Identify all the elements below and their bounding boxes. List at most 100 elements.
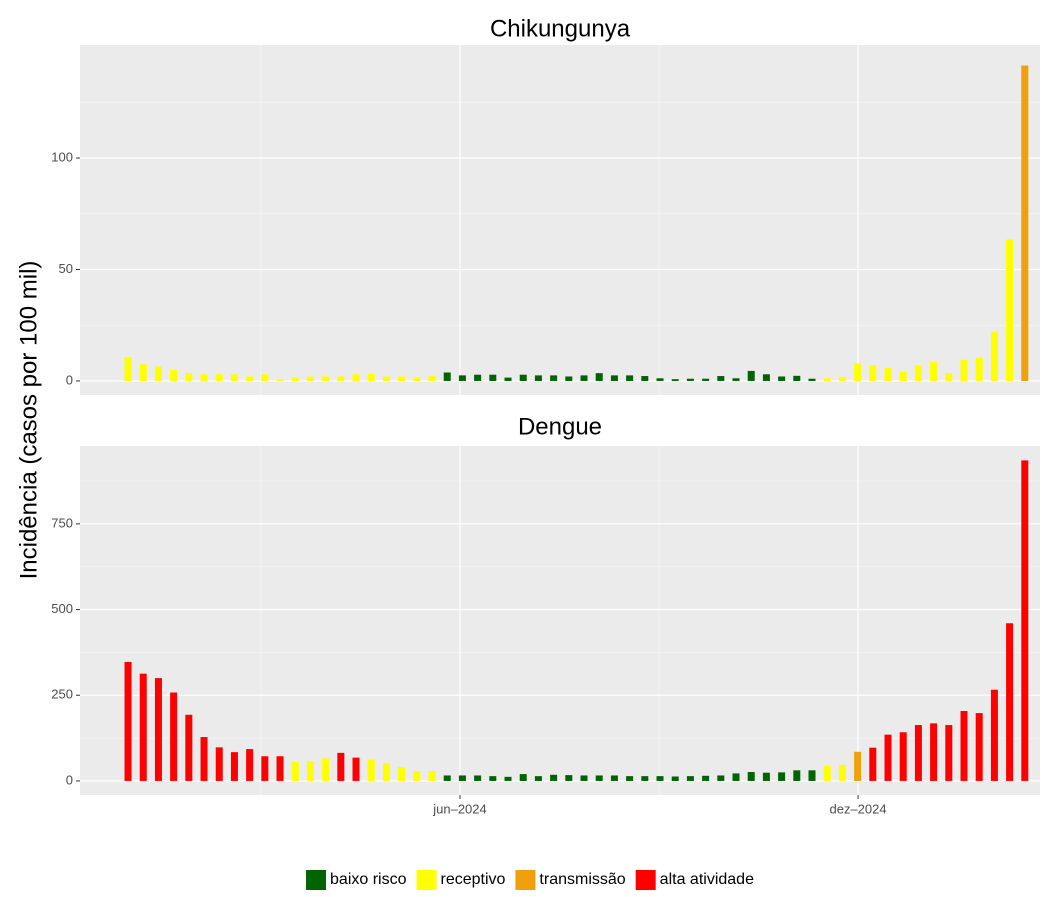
y-tick-label: 0 xyxy=(66,772,73,787)
bar xyxy=(154,678,162,781)
bar xyxy=(990,331,998,381)
bar xyxy=(489,776,497,781)
y-axis-title: Incidência (casos por 100 mil) xyxy=(15,261,42,580)
bar xyxy=(398,376,406,381)
bar xyxy=(778,376,786,381)
bar xyxy=(337,376,345,381)
bar xyxy=(246,749,254,781)
bar xyxy=(458,375,466,381)
bar xyxy=(1006,623,1014,781)
bar xyxy=(185,714,193,781)
bar xyxy=(641,376,649,381)
bar xyxy=(702,378,710,381)
bar xyxy=(808,770,816,781)
bar xyxy=(686,378,694,381)
bar xyxy=(215,374,223,381)
panel-title: Chikungunya xyxy=(490,15,631,42)
bar xyxy=(854,751,862,781)
bar xyxy=(945,725,953,781)
bar xyxy=(170,692,178,781)
bar xyxy=(230,752,238,781)
bar xyxy=(945,373,953,381)
legend-swatch xyxy=(416,870,437,890)
bar xyxy=(291,762,299,781)
bar xyxy=(793,770,801,781)
bar xyxy=(519,374,527,381)
bar xyxy=(671,379,679,381)
x-tick-label: jun–2024 xyxy=(432,801,487,816)
bar xyxy=(352,757,360,781)
x-tick-label: dez–2024 xyxy=(829,801,886,816)
bar xyxy=(702,775,710,781)
legend-label: alta atividade xyxy=(660,871,754,888)
y-tick-label: 100 xyxy=(51,149,73,164)
bar xyxy=(975,357,983,381)
panel-title: Dengue xyxy=(518,413,602,440)
bar xyxy=(854,363,862,381)
bar xyxy=(352,374,360,381)
bar xyxy=(124,356,132,381)
bar xyxy=(550,774,558,781)
bar xyxy=(170,369,178,381)
bar xyxy=(291,377,299,381)
bar xyxy=(261,756,269,781)
bar xyxy=(626,776,634,781)
bar xyxy=(914,725,922,781)
bar xyxy=(261,374,269,381)
bar xyxy=(1021,65,1029,381)
legend-swatch xyxy=(635,870,656,890)
bar xyxy=(276,756,284,781)
bar xyxy=(808,378,816,381)
bar xyxy=(990,689,998,781)
bar xyxy=(428,771,436,781)
bar xyxy=(534,375,542,381)
bar xyxy=(869,365,877,381)
bar xyxy=(656,378,664,381)
bar xyxy=(413,771,421,781)
legend-label: baixo risco xyxy=(330,871,407,888)
bar xyxy=(580,775,588,781)
bar xyxy=(656,776,664,781)
bar xyxy=(413,377,421,381)
bar xyxy=(595,373,603,381)
bar xyxy=(382,763,390,781)
bar xyxy=(823,378,831,381)
bar xyxy=(793,375,801,381)
bar xyxy=(671,776,679,781)
bar xyxy=(975,713,983,781)
bar xyxy=(230,374,238,381)
bar xyxy=(443,775,451,781)
bar xyxy=(519,774,527,781)
bar xyxy=(565,775,573,781)
bar xyxy=(276,379,284,381)
bar xyxy=(732,378,740,381)
bar xyxy=(914,365,922,381)
bar xyxy=(489,374,497,381)
bar xyxy=(428,376,436,381)
bar xyxy=(367,373,375,381)
bar xyxy=(200,374,208,381)
bar xyxy=(185,373,193,381)
bar xyxy=(930,362,938,381)
bar xyxy=(322,376,330,381)
bar xyxy=(747,370,755,381)
legend: baixo risco receptivo transmissão alta ativ… xyxy=(306,870,754,890)
bar xyxy=(960,711,968,781)
bar xyxy=(246,376,254,381)
bar xyxy=(215,747,223,781)
bar xyxy=(610,775,618,781)
bar xyxy=(626,375,634,381)
y-tick-label: 250 xyxy=(51,687,73,702)
bar xyxy=(762,374,770,381)
bar xyxy=(458,775,466,781)
bar xyxy=(382,376,390,381)
bar xyxy=(322,758,330,781)
panel-background xyxy=(80,45,1040,395)
bar xyxy=(899,732,907,781)
bar xyxy=(306,761,314,781)
bar xyxy=(306,376,314,381)
bar xyxy=(565,376,573,381)
bar xyxy=(884,368,892,381)
bar xyxy=(124,661,132,781)
bar xyxy=(899,371,907,381)
